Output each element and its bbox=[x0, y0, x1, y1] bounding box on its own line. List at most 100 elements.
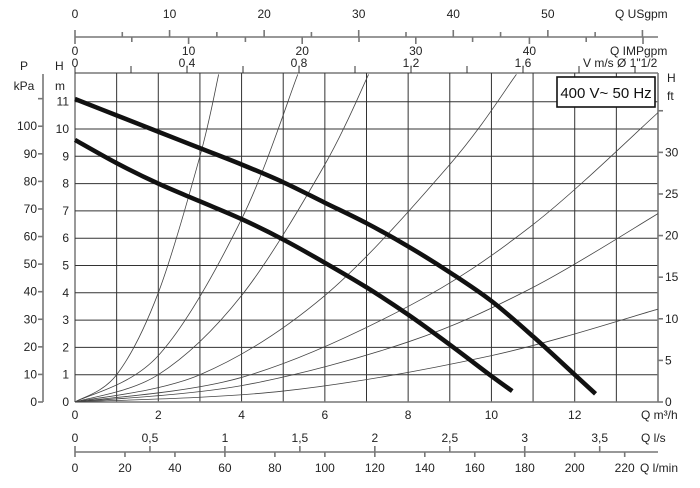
lps-tick-label: 1 bbox=[222, 431, 229, 445]
usgpm-tick-label: 50 bbox=[541, 7, 555, 21]
impgpm-tick-label: 10 bbox=[182, 44, 196, 58]
ft-tick-label: 0 bbox=[665, 395, 672, 409]
impgpm-tick-label: 30 bbox=[409, 44, 423, 58]
usgpm-tick-label: 30 bbox=[352, 7, 366, 21]
h-m-tick-label: 1 bbox=[62, 368, 69, 382]
p-tick-label: 0 bbox=[30, 395, 37, 409]
velocity-tick-label: 0,4 bbox=[179, 56, 196, 70]
usgpm-tick-label: 40 bbox=[447, 7, 461, 21]
p-tick-label: 10 bbox=[24, 367, 38, 381]
lpm-tick-label: 80 bbox=[268, 461, 282, 475]
system-curve bbox=[75, 308, 658, 402]
lps-axis-title: Q l/s bbox=[641, 431, 666, 445]
velocity-tick-label: 0 bbox=[72, 56, 79, 70]
velocity-tick-label: 1,2 bbox=[403, 56, 420, 70]
p-tick-label: 50 bbox=[24, 257, 38, 271]
lpm-tick-label: 180 bbox=[515, 461, 535, 475]
system-curve bbox=[75, 74, 220, 402]
q-m3h-tick-label: 8 bbox=[405, 408, 412, 422]
p-tick-label: 70 bbox=[24, 202, 38, 216]
p-tick-label: 60 bbox=[24, 230, 38, 244]
legend-box: 400 V~ 50 Hz bbox=[556, 76, 656, 108]
lps-tick-label: 3,5 bbox=[591, 431, 608, 445]
h-m-tick-label: 5 bbox=[62, 259, 69, 273]
q-m3h-tick-label: 12 bbox=[568, 408, 582, 422]
lpm-tick-label: 20 bbox=[118, 461, 132, 475]
ft-tick-label: 5 bbox=[665, 353, 672, 367]
usgpm-axis-title: Q USgpm bbox=[615, 7, 668, 21]
h-m-tick-label: 9 bbox=[62, 149, 69, 163]
lpm-tick-label: 40 bbox=[168, 461, 182, 475]
ft-axis-title: H bbox=[667, 71, 676, 85]
system-curve bbox=[75, 112, 658, 402]
usgpm-tick-label: 0 bbox=[72, 7, 79, 21]
ft-tick-label: 20 bbox=[665, 229, 679, 243]
p-tick-label: 80 bbox=[24, 174, 38, 188]
lps-tick-label: 2 bbox=[371, 431, 378, 445]
h-m-tick-label: 8 bbox=[62, 177, 69, 191]
lpm-tick-label: 160 bbox=[465, 461, 485, 475]
lps-tick-label: 0 bbox=[72, 431, 79, 445]
ft-tick-label: 25 bbox=[665, 187, 679, 201]
lps-tick-label: 0,5 bbox=[142, 431, 159, 445]
h-axis-unit: m bbox=[55, 79, 65, 93]
q-m3h-axis-title: Q m³/h bbox=[641, 408, 678, 422]
lps-tick-label: 2,5 bbox=[441, 431, 458, 445]
velocity-axis-title: V m/s Ø 1"1/2 bbox=[583, 56, 658, 70]
h-m-tick-label: 0 bbox=[62, 395, 69, 409]
q-m3h-tick-label: 2 bbox=[155, 408, 162, 422]
lpm-tick-label: 60 bbox=[218, 461, 232, 475]
lpm-tick-label: 120 bbox=[365, 461, 385, 475]
velocity-tick-label: 1,6 bbox=[515, 56, 532, 70]
p-axis-unit: kPa bbox=[14, 79, 35, 93]
ft-tick-label: 10 bbox=[665, 312, 679, 326]
p-tick-label: 30 bbox=[24, 312, 38, 326]
ft-tick-label: 30 bbox=[665, 145, 679, 159]
lpm-tick-label: 140 bbox=[415, 461, 435, 475]
h-m-tick-label: 6 bbox=[62, 231, 69, 245]
velocity-tick-label: 0,8 bbox=[291, 56, 308, 70]
h-m-tick-label: 3 bbox=[62, 313, 69, 327]
impgpm-tick-label: 0 bbox=[72, 44, 79, 58]
system-curve bbox=[75, 213, 658, 402]
h-axis-title: H bbox=[55, 59, 64, 73]
system-curve bbox=[75, 74, 517, 402]
q-m3h-tick-label: 0 bbox=[72, 408, 79, 422]
pump-curve bbox=[73, 137, 514, 393]
impgpm-tick-label: 20 bbox=[296, 44, 310, 58]
curves bbox=[73, 74, 658, 402]
axes: 01234567891011Hm0102030405060708090100Pk… bbox=[14, 7, 679, 475]
h-m-tick-label: 7 bbox=[62, 204, 69, 218]
ft-tick-label: 15 bbox=[665, 270, 679, 284]
ft-axis-unit: ft bbox=[667, 89, 674, 103]
legend-text: 400 V~ 50 Hz bbox=[560, 85, 651, 102]
p-axis-title: P bbox=[20, 59, 28, 73]
system-curve bbox=[75, 74, 299, 402]
lpm-tick-label: 220 bbox=[615, 461, 635, 475]
lps-tick-label: 1,5 bbox=[292, 431, 309, 445]
system-curve bbox=[75, 74, 369, 402]
usgpm-tick-label: 20 bbox=[257, 7, 271, 21]
pump-curve bbox=[74, 96, 598, 396]
impgpm-axis-title: Q IMPgpm bbox=[610, 44, 667, 58]
p-tick-label: 40 bbox=[24, 285, 38, 299]
lpm-tick-label: 0 bbox=[72, 461, 79, 475]
q-m3h-tick-label: 4 bbox=[238, 408, 245, 422]
lpm-tick-label: 100 bbox=[315, 461, 335, 475]
usgpm-tick-label: 10 bbox=[163, 7, 177, 21]
q-m3h-tick-label: 10 bbox=[485, 408, 499, 422]
h-m-tick-label: 11 bbox=[57, 95, 70, 109]
p-tick-label: 20 bbox=[24, 340, 38, 354]
h-m-tick-label: 10 bbox=[56, 122, 70, 136]
p-tick-label: 90 bbox=[24, 147, 38, 161]
q-m3h-tick-label: 6 bbox=[322, 408, 329, 422]
h-m-tick-label: 2 bbox=[62, 340, 69, 354]
h-m-tick-label: 4 bbox=[62, 286, 69, 300]
lpm-tick-label: 200 bbox=[565, 461, 585, 475]
grid bbox=[74, 72, 659, 403]
p-tick-label: 100 bbox=[17, 119, 37, 133]
lpm-axis-title: Q l/min bbox=[640, 461, 678, 475]
lps-tick-label: 3 bbox=[521, 431, 528, 445]
impgpm-tick-label: 40 bbox=[523, 44, 537, 58]
